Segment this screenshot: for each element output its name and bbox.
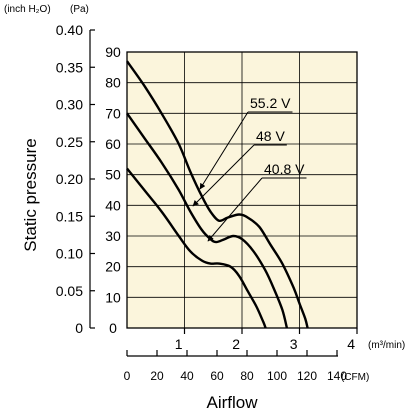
inch-tick-label: 0.20 <box>56 171 83 187</box>
pa-tick-label: 30 <box>105 228 121 244</box>
inch-tick-label: 0.05 <box>56 283 83 299</box>
inch-tick-label: 0 <box>75 320 83 336</box>
y-axis-label: Static pressure <box>21 138 40 251</box>
series-label-leader <box>192 144 255 207</box>
cfm-axis-ticks: 0 20 40 60 80 100 120 140 <box>124 350 347 383</box>
series-label-2: 40.8 V <box>264 161 305 177</box>
pa-tick-label: 60 <box>105 136 121 152</box>
inch-axis-ticks: 0 0.05 0.10 0.15 0.20 0.25 0.30 0.35 0.40 <box>56 22 95 336</box>
m3-tick-label: 2 <box>232 336 240 352</box>
series-curves <box>126 60 309 329</box>
pa-tick-label: 40 <box>105 197 121 213</box>
inch-tick-label: 0.25 <box>56 134 83 150</box>
pa-tick-label: 80 <box>105 75 121 91</box>
inch-tick-label: 0.30 <box>56 97 83 113</box>
pa-axis-ticks: 0 10 20 30 40 50 60 70 80 90 <box>105 44 121 336</box>
inch-tick-label: 0.15 <box>56 208 83 224</box>
inch-tick-label: 0.40 <box>56 22 83 38</box>
x-axis-label: Airflow <box>206 393 258 412</box>
series-curve-1 <box>126 112 289 329</box>
x-cfm-unit: (CFM) <box>341 372 369 383</box>
series-label-leader <box>199 111 249 190</box>
cfm-tick-label: 120 <box>297 369 317 383</box>
m3-tick-label: 3 <box>290 336 298 352</box>
series-label-leader <box>207 177 263 242</box>
pa-tick-label: 90 <box>105 44 121 60</box>
series-label-1: 48 V <box>256 128 285 144</box>
y-inch-unit: (inch H₂O) <box>4 4 51 15</box>
series-curve-2 <box>126 167 267 329</box>
cfm-tick-label: 0 <box>124 369 131 383</box>
m3-axis: 1 2 3 4 <box>175 328 358 352</box>
cfm-tick-label: 140 <box>327 369 347 383</box>
pa-tick-label: 0 <box>109 320 117 336</box>
m3-tick-label: 1 <box>175 336 183 352</box>
y-pa-unit: (Pa) <box>70 4 89 15</box>
cfm-tick-label: 80 <box>240 369 254 383</box>
series-curve-0 <box>126 60 309 329</box>
x-m3-unit: (m³/min) <box>368 340 405 351</box>
inch-tick-label: 0.10 <box>56 246 83 262</box>
inch-tick-label: 0.35 <box>56 59 83 75</box>
pa-tick-label: 10 <box>105 289 121 305</box>
pa-tick-label: 50 <box>105 167 121 183</box>
cfm-tick-label: 40 <box>180 369 194 383</box>
cfm-tick-label: 20 <box>150 369 164 383</box>
cfm-tick-label: 60 <box>210 369 224 383</box>
pa-tick-label: 20 <box>105 259 121 275</box>
series-labels: 55.2 V 48 V 40.8 V <box>192 95 307 242</box>
series-label-0: 55.2 V <box>250 95 291 111</box>
cfm-tick-label: 100 <box>267 369 287 383</box>
pa-tick-label: 70 <box>105 105 121 121</box>
m3-tick-label: 4 <box>347 336 355 352</box>
